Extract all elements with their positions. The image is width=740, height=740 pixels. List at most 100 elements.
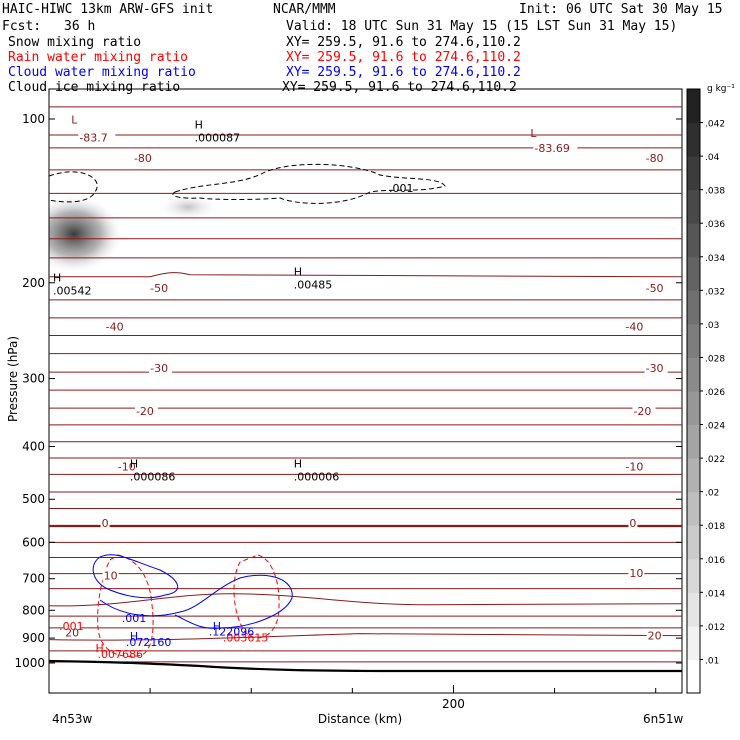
rain-water-label: .003615: [223, 631, 269, 644]
isotherm-label-bg: [100, 515, 110, 529]
terrain-surface: [48, 659, 682, 673]
snow-max-value: .000006: [294, 471, 340, 484]
isotherm-label-bg: [132, 151, 156, 165]
temperature-extremum-mark: L: [71, 114, 78, 127]
isotherm-label: 20: [648, 630, 662, 643]
rain-water-contour: [233, 554, 280, 639]
y-tick-label: 200: [22, 276, 45, 290]
colorbar-tick-label: .01: [705, 656, 719, 666]
colorbar-tick-label: .02: [705, 489, 719, 499]
colorbar-tick-label: .018: [705, 522, 725, 532]
colorbar-swatch: [687, 558, 700, 593]
contour-labels: -83.7 -83.69 -80 -80 -50 -50 -40 -40 -30 -30 -20 -2…: [53, 114, 668, 661]
colorbar-tick-label: .026: [705, 388, 725, 398]
colorbar-swatch: [687, 659, 700, 694]
isotherm-label: 0: [102, 517, 109, 530]
colorbar-tick-label: .014: [705, 589, 725, 599]
shading-max-left: [49, 194, 124, 274]
temperature-contours: [49, 106, 682, 663]
isotherm-line: [49, 593, 682, 607]
model-title: HAIC-HIWC 13km ARW-GFS init: [2, 2, 214, 17]
snow-max-mark: H: [294, 458, 302, 471]
colorbar: .01 .012 .014 .016 .018 .02 .022 .024 .026 .028 .0…: [686, 88, 725, 694]
cloud-water-label: H: [130, 630, 138, 643]
isotherm-label-bg: [533, 141, 578, 155]
rain-water-label: .007686: [98, 648, 144, 661]
isotherm-label-bg: [624, 459, 648, 473]
section-start-label: 4n53w: [52, 712, 93, 726]
colorbar-swatch: [687, 625, 700, 660]
rain-water-label: .001: [59, 620, 83, 633]
isotherm-line: [49, 272, 682, 278]
colorbar-swatch: [687, 424, 700, 459]
colorbar-swatch: [687, 391, 700, 426]
isotherm-label: 20: [65, 626, 79, 639]
colorbar-swatch: [687, 525, 700, 560]
isotherm-label-bg: [78, 130, 116, 144]
snow-max-value: .000086: [130, 471, 176, 484]
colorbar-tick-label: .038: [705, 187, 725, 197]
x-tick-label: 200: [442, 697, 465, 711]
y-tick-label: 800: [22, 603, 45, 617]
section-end-label: 6n51w: [643, 712, 684, 726]
isotherm-label: -40: [625, 321, 643, 334]
isotherm-label-bg: [64, 625, 81, 639]
snow-max-value: .00485: [294, 279, 333, 292]
colorbar-swatch: [687, 122, 700, 157]
colorbar-swatch: [687, 357, 700, 392]
plot-frame: [48, 88, 683, 694]
cloud-water-label: H: [213, 620, 221, 633]
y-tick-label: 400: [22, 440, 45, 454]
colorbar-swatch: [687, 156, 700, 191]
field-name-cloud-ice: Cloud ice mixing ratio: [8, 80, 181, 95]
y-tick-label: 500: [22, 492, 45, 506]
cloud-water-label: .001: [122, 612, 147, 625]
colorbar-tick-label: .016: [705, 556, 725, 566]
colorbar-tick-label: .042: [705, 120, 725, 130]
cloud-water-label: .122096: [209, 625, 255, 638]
y-tick-label: 300: [22, 372, 45, 386]
isotherm-label: -40: [106, 321, 124, 334]
isotherm-label: -80: [646, 152, 664, 165]
colorbar-swatch: [687, 189, 700, 224]
isotherm-label: -20: [136, 405, 154, 418]
terrain-line: [48, 659, 682, 673]
isotherm-label: -50: [646, 282, 664, 295]
snow-max-value: .00542: [53, 284, 91, 297]
isotherm-label: -83.69: [534, 142, 569, 155]
colorbar-tick-label: .024: [705, 422, 725, 432]
isotherm-label: 10: [629, 567, 643, 580]
isotherm-label-bg: [644, 281, 668, 295]
isotherm-label: -30: [150, 362, 168, 375]
isotherm-label-bg: [624, 319, 648, 333]
snow-max-mark: H: [130, 458, 138, 471]
field-xy-cloud-ice: XY= 259.5, 91.6 to 274.6,110.2: [282, 80, 517, 95]
isotherm-label-bg: [646, 628, 663, 642]
x-axis-title: Distance (km): [317, 712, 403, 726]
y-tick-label: 100: [22, 112, 45, 126]
isotherm-label: 10: [104, 569, 118, 582]
y-axis-title: Pressure (hPa): [6, 335, 20, 423]
snow-max-mark: H: [53, 271, 61, 284]
isotherm-label: 0: [629, 517, 636, 530]
isotherm-label: -10: [625, 461, 643, 474]
shading-secondary: [156, 193, 220, 221]
isotherm-label: -30: [646, 362, 664, 375]
rain-water-contour: [97, 554, 154, 657]
colorbar-swatch: [687, 323, 700, 358]
field-xy-cloud-water: XY= 259.5, 91.6 to 274.6,110.2: [286, 65, 521, 80]
isotherm-label-bg: [149, 281, 173, 295]
field-name-cloud-water: Cloud water mixing ratio: [8, 65, 196, 80]
y-tick-label: 700: [22, 572, 45, 586]
colorbar-tick-label: .032: [705, 287, 725, 297]
colorbar-unit: g kg⁻¹: [707, 84, 735, 94]
init-time: Init: 06 UTC Sat 30 May 15: [519, 2, 723, 17]
shaded-field: [49, 193, 220, 274]
colorbar-swatch: [687, 290, 700, 325]
isotherm-label-bg: [104, 319, 128, 333]
isotherm-label: -83.7: [79, 132, 107, 145]
isotherm-label: -10: [118, 461, 136, 474]
colorbar-tick-label: .03: [705, 321, 719, 331]
